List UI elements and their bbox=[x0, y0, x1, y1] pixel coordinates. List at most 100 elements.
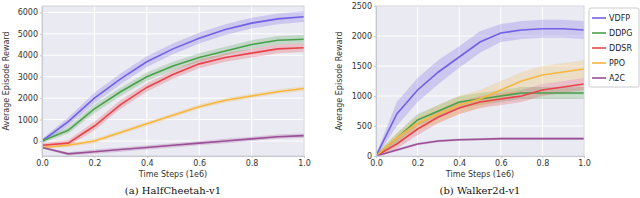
legend-label: DDPG bbox=[609, 29, 632, 38]
y-tick-mark bbox=[40, 77, 42, 78]
y-tick: 6000 bbox=[18, 8, 42, 17]
y-tick-label: 1000 bbox=[18, 116, 38, 125]
x-axis-title: Time Steps (1e6) bbox=[138, 170, 207, 179]
y-tick-label: 2000 bbox=[352, 32, 372, 41]
error-band bbox=[376, 20, 584, 156]
chart-title: (b) Walker2d-v1 bbox=[440, 185, 521, 196]
y-axis: 0 500 1000 1500 2000 2500 bbox=[352, 2, 377, 161]
y-tick-mark bbox=[374, 156, 376, 157]
legend-swatch bbox=[592, 47, 606, 49]
y-tick-mark bbox=[374, 36, 376, 37]
plot-area bbox=[376, 20, 584, 156]
series-line bbox=[42, 136, 304, 154]
y-tick: 2500 bbox=[352, 2, 376, 11]
y-tick: 0 bbox=[367, 152, 376, 161]
series-line bbox=[376, 29, 584, 156]
x-tick: 0.2 bbox=[89, 156, 102, 168]
y-tick: 500 bbox=[357, 122, 376, 131]
chart: 0.0 0.2 0.4 0.6 0.8 1.0 0 1000 2000 3000 4000 5000 6… bbox=[18, 6, 311, 179]
x-axis: 0.0 0.2 0.4 0.6 0.8 1.0 bbox=[370, 156, 591, 168]
y-tick-label: 1000 bbox=[352, 92, 372, 101]
x-tick: 0.4 bbox=[453, 156, 466, 168]
x-tick-label: 0.8 bbox=[537, 159, 550, 168]
grid-line bbox=[42, 33, 304, 34]
x-tick-label: 0.0 bbox=[370, 159, 383, 168]
y-axis-line bbox=[42, 7, 43, 157]
x-tick: 0.8 bbox=[537, 156, 550, 168]
y-tick-mark bbox=[40, 120, 42, 121]
x-tick-label: 0.8 bbox=[246, 159, 259, 168]
legend-label: DDSR bbox=[609, 44, 632, 53]
y-axis: 0 1000 2000 3000 4000 5000 6000 bbox=[18, 7, 43, 157]
figure: 0.00.20.40.60.81.00100020003000400050006… bbox=[0, 0, 640, 198]
chart: 0.0 0.2 0.4 0.6 0.8 1.0 0 500 1000 1500 2000 2500 Ti… bbox=[352, 2, 591, 179]
grid-line bbox=[459, 6, 460, 156]
x-tick: 0.0 bbox=[370, 156, 383, 168]
y-tick: 1000 bbox=[352, 92, 376, 101]
y-tick: 0 bbox=[33, 137, 42, 146]
y-tick: 4000 bbox=[18, 51, 42, 60]
y-tick-label: 0 bbox=[33, 137, 38, 146]
series-line bbox=[376, 139, 584, 156]
y-axis-line bbox=[376, 7, 377, 157]
y-tick-label: 4000 bbox=[18, 51, 38, 60]
legend-label: A2C bbox=[609, 74, 626, 83]
y-tick-label: 500 bbox=[357, 122, 372, 131]
legend-label: VDFP bbox=[609, 14, 630, 23]
y-tick-mark bbox=[374, 126, 376, 127]
legend-label: PPO bbox=[609, 59, 625, 68]
x-tick: 0.2 bbox=[412, 156, 425, 168]
grid-line bbox=[42, 98, 304, 99]
y-tick: 5000 bbox=[18, 30, 42, 39]
legend-swatch bbox=[592, 62, 606, 64]
y-tick-label: 0 bbox=[367, 152, 372, 161]
series-line bbox=[376, 84, 584, 156]
y-tick: 3000 bbox=[18, 73, 42, 82]
x-tick-label: 1.0 bbox=[578, 159, 591, 168]
x-tick-label: 0.0 bbox=[36, 159, 49, 168]
plot-background bbox=[42, 6, 304, 156]
y-tick-label: 5000 bbox=[18, 30, 38, 39]
x-tick-label: 0.6 bbox=[495, 159, 508, 168]
legend-swatch bbox=[592, 32, 606, 34]
x-axis: 0.0 0.2 0.4 0.6 0.8 1.0 bbox=[36, 156, 311, 168]
x-tick: 0.6 bbox=[495, 156, 508, 168]
y-tick: 1000 bbox=[18, 116, 42, 125]
y-tick: 1500 bbox=[352, 62, 376, 71]
x-tick-label: 0.2 bbox=[412, 159, 425, 168]
series-line bbox=[42, 39, 304, 141]
error-band bbox=[376, 137, 584, 156]
series-line bbox=[376, 69, 584, 156]
legend-swatch bbox=[592, 17, 606, 19]
series-line bbox=[42, 48, 304, 146]
x-tick-label: 1.0 bbox=[298, 159, 311, 168]
x-tick-label: 0.4 bbox=[453, 159, 466, 168]
y-tick-mark bbox=[40, 55, 42, 56]
legend-box bbox=[589, 8, 639, 87]
y-tick-mark bbox=[40, 12, 42, 13]
error-band bbox=[42, 134, 304, 156]
y-tick-mark bbox=[374, 96, 376, 97]
y-tick: 2000 bbox=[18, 94, 42, 103]
y-tick-label: 3000 bbox=[18, 73, 38, 82]
x-tick: 1.0 bbox=[578, 156, 591, 168]
y-tick-label: 1500 bbox=[352, 62, 372, 71]
y-axis-title: Average Episode Reward bbox=[2, 31, 11, 130]
x-tick: 0.0 bbox=[36, 156, 49, 168]
x-tick: 0.4 bbox=[141, 156, 154, 168]
y-tick-mark bbox=[374, 6, 376, 7]
y-tick-mark bbox=[40, 141, 42, 142]
plot-frame bbox=[376, 6, 584, 156]
x-tick-label: 0.2 bbox=[89, 159, 102, 168]
y-tick: 2000 bbox=[352, 32, 376, 41]
grid-line bbox=[94, 6, 95, 156]
x-axis-line bbox=[377, 156, 585, 157]
legend: VDFP DDPG DDSR PPO A2C bbox=[589, 8, 639, 87]
legend-swatch bbox=[592, 77, 606, 79]
grid-line bbox=[199, 6, 200, 156]
x-tick: 0.6 bbox=[193, 156, 206, 168]
x-tick-label: 0.6 bbox=[193, 159, 206, 168]
grid-line bbox=[42, 12, 304, 13]
x-tick-label: 0.4 bbox=[141, 159, 154, 168]
x-axis-title: Time Steps (1e6) bbox=[445, 170, 514, 179]
